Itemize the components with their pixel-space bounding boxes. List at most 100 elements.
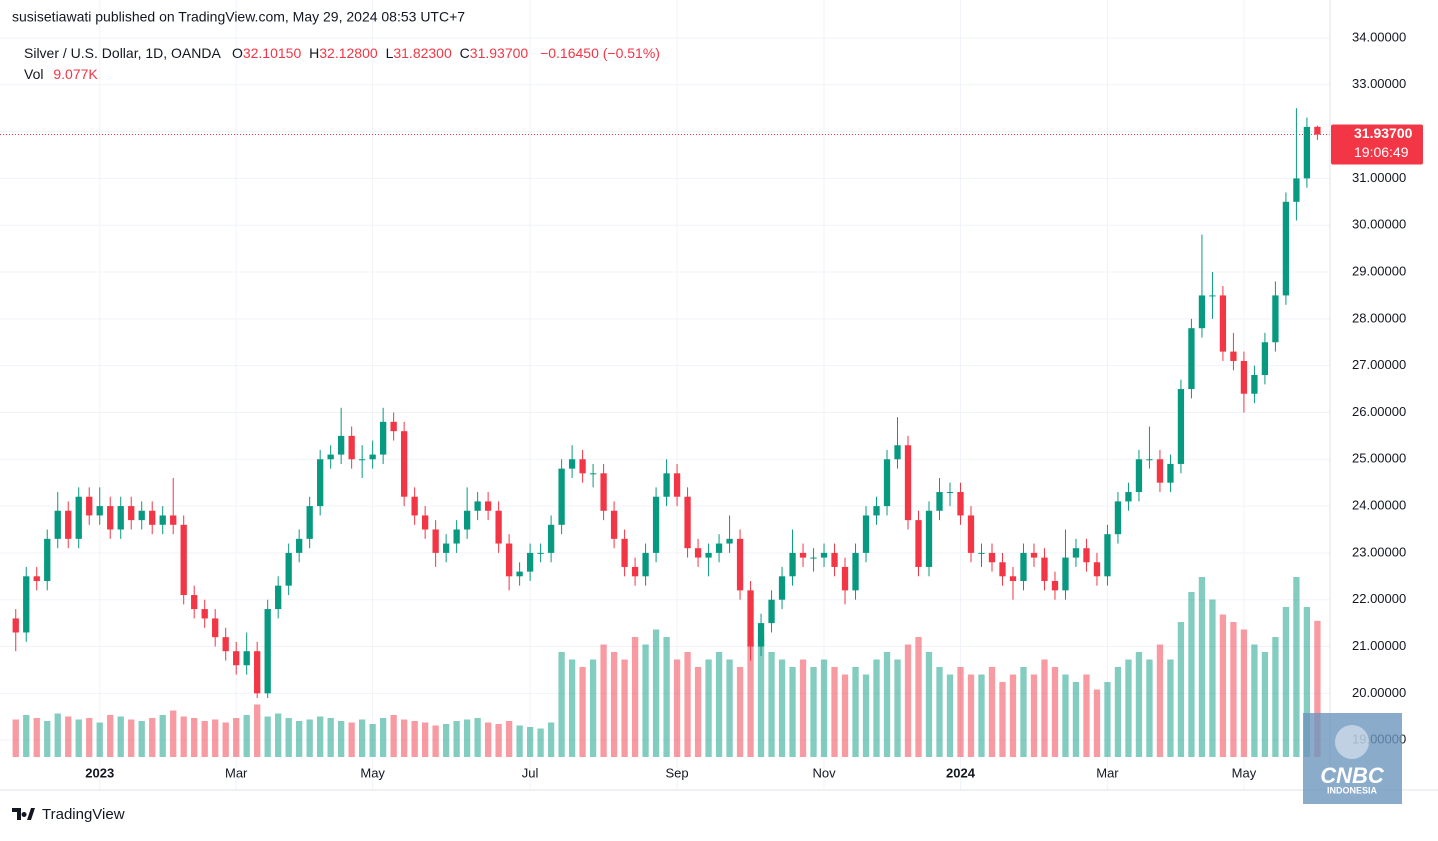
candle-body [33, 576, 40, 581]
candle-body [96, 506, 103, 516]
volume-bar [600, 644, 607, 757]
volume-bar [348, 722, 355, 757]
volume-bar [359, 719, 366, 757]
candle-body [705, 552, 712, 558]
volume-bar [862, 674, 870, 757]
volume-bar [1303, 607, 1311, 757]
volume-bar [810, 667, 817, 757]
candle-body [663, 473, 670, 497]
candle-body [338, 435, 345, 455]
candle-body [589, 473, 597, 475]
candle-body [275, 585, 282, 610]
volume-bar [1030, 674, 1038, 757]
candle-body [537, 552, 544, 554]
volume-bar [558, 652, 565, 757]
candle-body [631, 566, 639, 577]
candle-body [1167, 463, 1174, 483]
footer-text: TradingView [42, 806, 125, 823]
volume-bar [1240, 629, 1248, 757]
volume-legend: Vol 9.077K [24, 66, 98, 82]
volume-bar [1093, 689, 1101, 757]
y-tick-label: 25.00000 [1352, 451, 1406, 466]
watermark-text: CNBC [1320, 763, 1385, 788]
volume-bar [1177, 622, 1185, 757]
y-tick-label: 27.00000 [1352, 357, 1406, 372]
candle-body [642, 552, 649, 577]
volume-bar [338, 721, 345, 757]
candle-body [285, 552, 292, 586]
volume-bar [831, 667, 838, 757]
volume-bar [547, 722, 555, 757]
candle-body [516, 571, 523, 577]
price-tag-price: 31.93700 [1354, 125, 1413, 141]
candle-body [348, 435, 355, 460]
volume-bar [915, 637, 922, 757]
candle-body [967, 515, 975, 553]
volume-bar [12, 719, 19, 757]
volume-bar [631, 637, 639, 757]
volume-bar [1114, 667, 1122, 757]
candle-body [1188, 328, 1195, 390]
candle-body [1314, 126, 1321, 135]
volume-bar [1020, 667, 1027, 757]
candle-body [128, 506, 135, 521]
volume-bar [883, 652, 891, 757]
volume-bar [1272, 637, 1279, 757]
volume-bar [201, 721, 208, 757]
watermark-subtext: INDONESIA [1327, 785, 1378, 795]
candle-body [170, 515, 177, 525]
volume-bar [1009, 674, 1017, 757]
legend-line: Silver / U.S. Dollar, 1D, OANDA O32.1015… [24, 45, 660, 61]
candle-body [317, 459, 324, 507]
candle-body [369, 454, 376, 460]
low-value: 31.82300 [393, 45, 452, 61]
volume-bar [642, 644, 649, 757]
volume-bar [380, 718, 387, 757]
candle-body [831, 552, 838, 567]
vol-key: Vol [24, 66, 43, 82]
volume-bar [1230, 622, 1237, 757]
volume-bar [705, 659, 712, 757]
volume-bar [936, 667, 943, 757]
candle-body [873, 506, 880, 516]
candle-body [463, 510, 471, 530]
volume-bar [1167, 659, 1174, 757]
y-tick-label: 31.00000 [1352, 170, 1406, 185]
volume-bar [495, 724, 502, 757]
candle-body [1030, 552, 1038, 558]
volume-bar [453, 721, 460, 757]
volume-bar [44, 721, 51, 757]
candle-body [1282, 201, 1290, 296]
high-key: H [309, 45, 319, 61]
volume-bar [1198, 577, 1206, 757]
volume-bar [1125, 659, 1132, 757]
volume-bar [1062, 674, 1069, 757]
candle-body [778, 576, 786, 600]
volume-bar [1156, 644, 1164, 757]
volume-bar [621, 659, 628, 757]
volume-bar [484, 722, 492, 757]
volume-bar [726, 659, 733, 757]
candle-body [1251, 375, 1258, 394]
axes: 19.0000020.0000021.0000022.0000023.00000… [85, 29, 1406, 780]
volume-bar [652, 629, 660, 757]
volume-bar [138, 721, 145, 757]
candle-body [432, 529, 439, 553]
volume-bar [1261, 652, 1269, 757]
low-key: L [386, 45, 394, 61]
y-tick-label: 29.00000 [1352, 263, 1406, 278]
volume-bar [663, 637, 670, 757]
volume-bar [789, 667, 796, 757]
candle-body [212, 618, 219, 638]
candle-body [44, 538, 51, 581]
volume-bar [463, 719, 471, 757]
candle-body [925, 510, 933, 567]
candle-body [159, 515, 166, 525]
candle-body [222, 637, 229, 652]
volume-bar [1041, 659, 1048, 757]
x-tick-label: Mar [1096, 765, 1119, 780]
open-value: 32.10150 [243, 45, 302, 61]
candle-body [799, 552, 807, 558]
candle-body [1104, 534, 1111, 577]
candle-body [1020, 552, 1027, 581]
